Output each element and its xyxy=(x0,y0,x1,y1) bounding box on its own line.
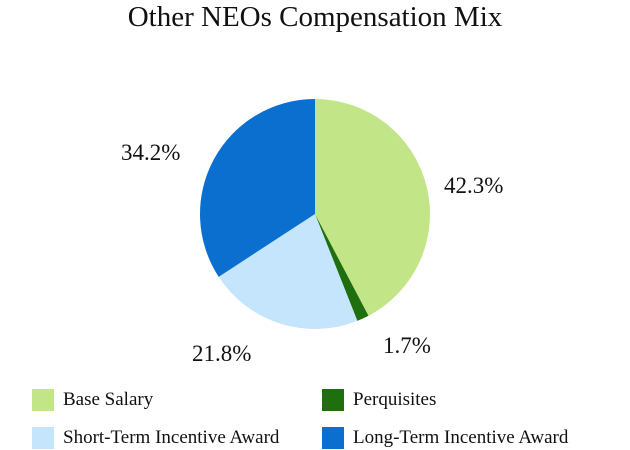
pie-slice-base-salary xyxy=(315,99,430,316)
legend-swatch-base-salary xyxy=(32,389,54,411)
pie-slice-long-term-incentive-award xyxy=(200,99,315,277)
legend-label-short-term-incentive-award: Short-Term Incentive Award xyxy=(63,427,280,448)
pie-label-base-salary: 42.3% xyxy=(444,173,503,198)
pie-slice-short-term-incentive-award xyxy=(218,214,358,329)
legend-item-perquisites: Perquisites xyxy=(322,389,436,411)
legend-label-perquisites: Perquisites xyxy=(353,389,437,410)
legend-label-long-term-incentive-award: Long-Term Incentive Award xyxy=(353,427,569,448)
legend-swatch-long-term-incentive-award xyxy=(322,427,344,449)
pie-label-perquisites: 1.7% xyxy=(383,333,431,358)
chart-title: Other NEOs Compensation Mix xyxy=(127,1,503,33)
legend-label-base-salary: Base Salary xyxy=(63,389,154,410)
pie-label-long-term-incentive-award: 34.2% xyxy=(121,140,180,165)
legend-swatch-perquisites xyxy=(322,389,344,411)
legend-item-long-term-incentive-award: Long-Term Incentive Award xyxy=(322,427,568,449)
pie-slice-perquisites xyxy=(315,214,369,321)
pie-label-short-term-incentive-award: 21.8% xyxy=(192,341,251,366)
pie-chart: 42.3% 1.7% 21.8% 34.2% xyxy=(121,99,503,366)
legend-item-base-salary: Base Salary xyxy=(32,389,153,411)
slices-layer xyxy=(200,99,430,329)
legend-item-short-term-incentive-award: Short-Term Incentive Award xyxy=(32,427,279,449)
labels-layer: 42.3% 1.7% 21.8% 34.2% xyxy=(121,140,503,366)
legend-swatch-short-term-incentive-award xyxy=(32,427,54,449)
